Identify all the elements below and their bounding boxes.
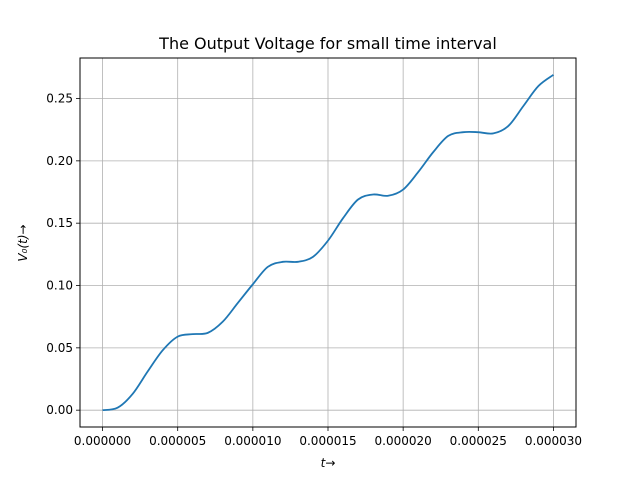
grid-lines — [80, 58, 576, 427]
y-tick-label: 0.25 — [46, 92, 73, 106]
x-tick-label: 0.000025 — [450, 434, 507, 448]
y-axis-label: V₀(t)→ — [16, 224, 30, 261]
chart-title: The Output Voltage for small time interv… — [158, 34, 497, 53]
y-tick-label: 0.05 — [46, 341, 73, 355]
x-tick-label: 0.000000 — [74, 434, 131, 448]
x-tick-label: 0.000015 — [299, 434, 356, 448]
x-tick-label: 0.000010 — [224, 434, 281, 448]
series-line — [102, 74, 554, 412]
y-axis-ticks: 0.00 0.05 0.10 0.15 0.20 0.25 — [46, 92, 80, 417]
y-tick-label: 0.20 — [46, 154, 73, 168]
y-tick-label: 0.15 — [46, 216, 73, 230]
y-tick-label: 0.00 — [46, 403, 73, 417]
x-tick-label: 0.000020 — [375, 434, 432, 448]
x-tick-label: 0.000005 — [149, 434, 206, 448]
x-axis-ticks: 0.000000 0.000005 0.000010 0.000015 0.000020… — [74, 427, 582, 448]
x-tick-label: 0.000030 — [525, 434, 582, 448]
y-tick-label: 0.10 — [46, 279, 73, 293]
x-axis-label: t→ — [321, 456, 336, 470]
series-layer — [102, 74, 554, 412]
